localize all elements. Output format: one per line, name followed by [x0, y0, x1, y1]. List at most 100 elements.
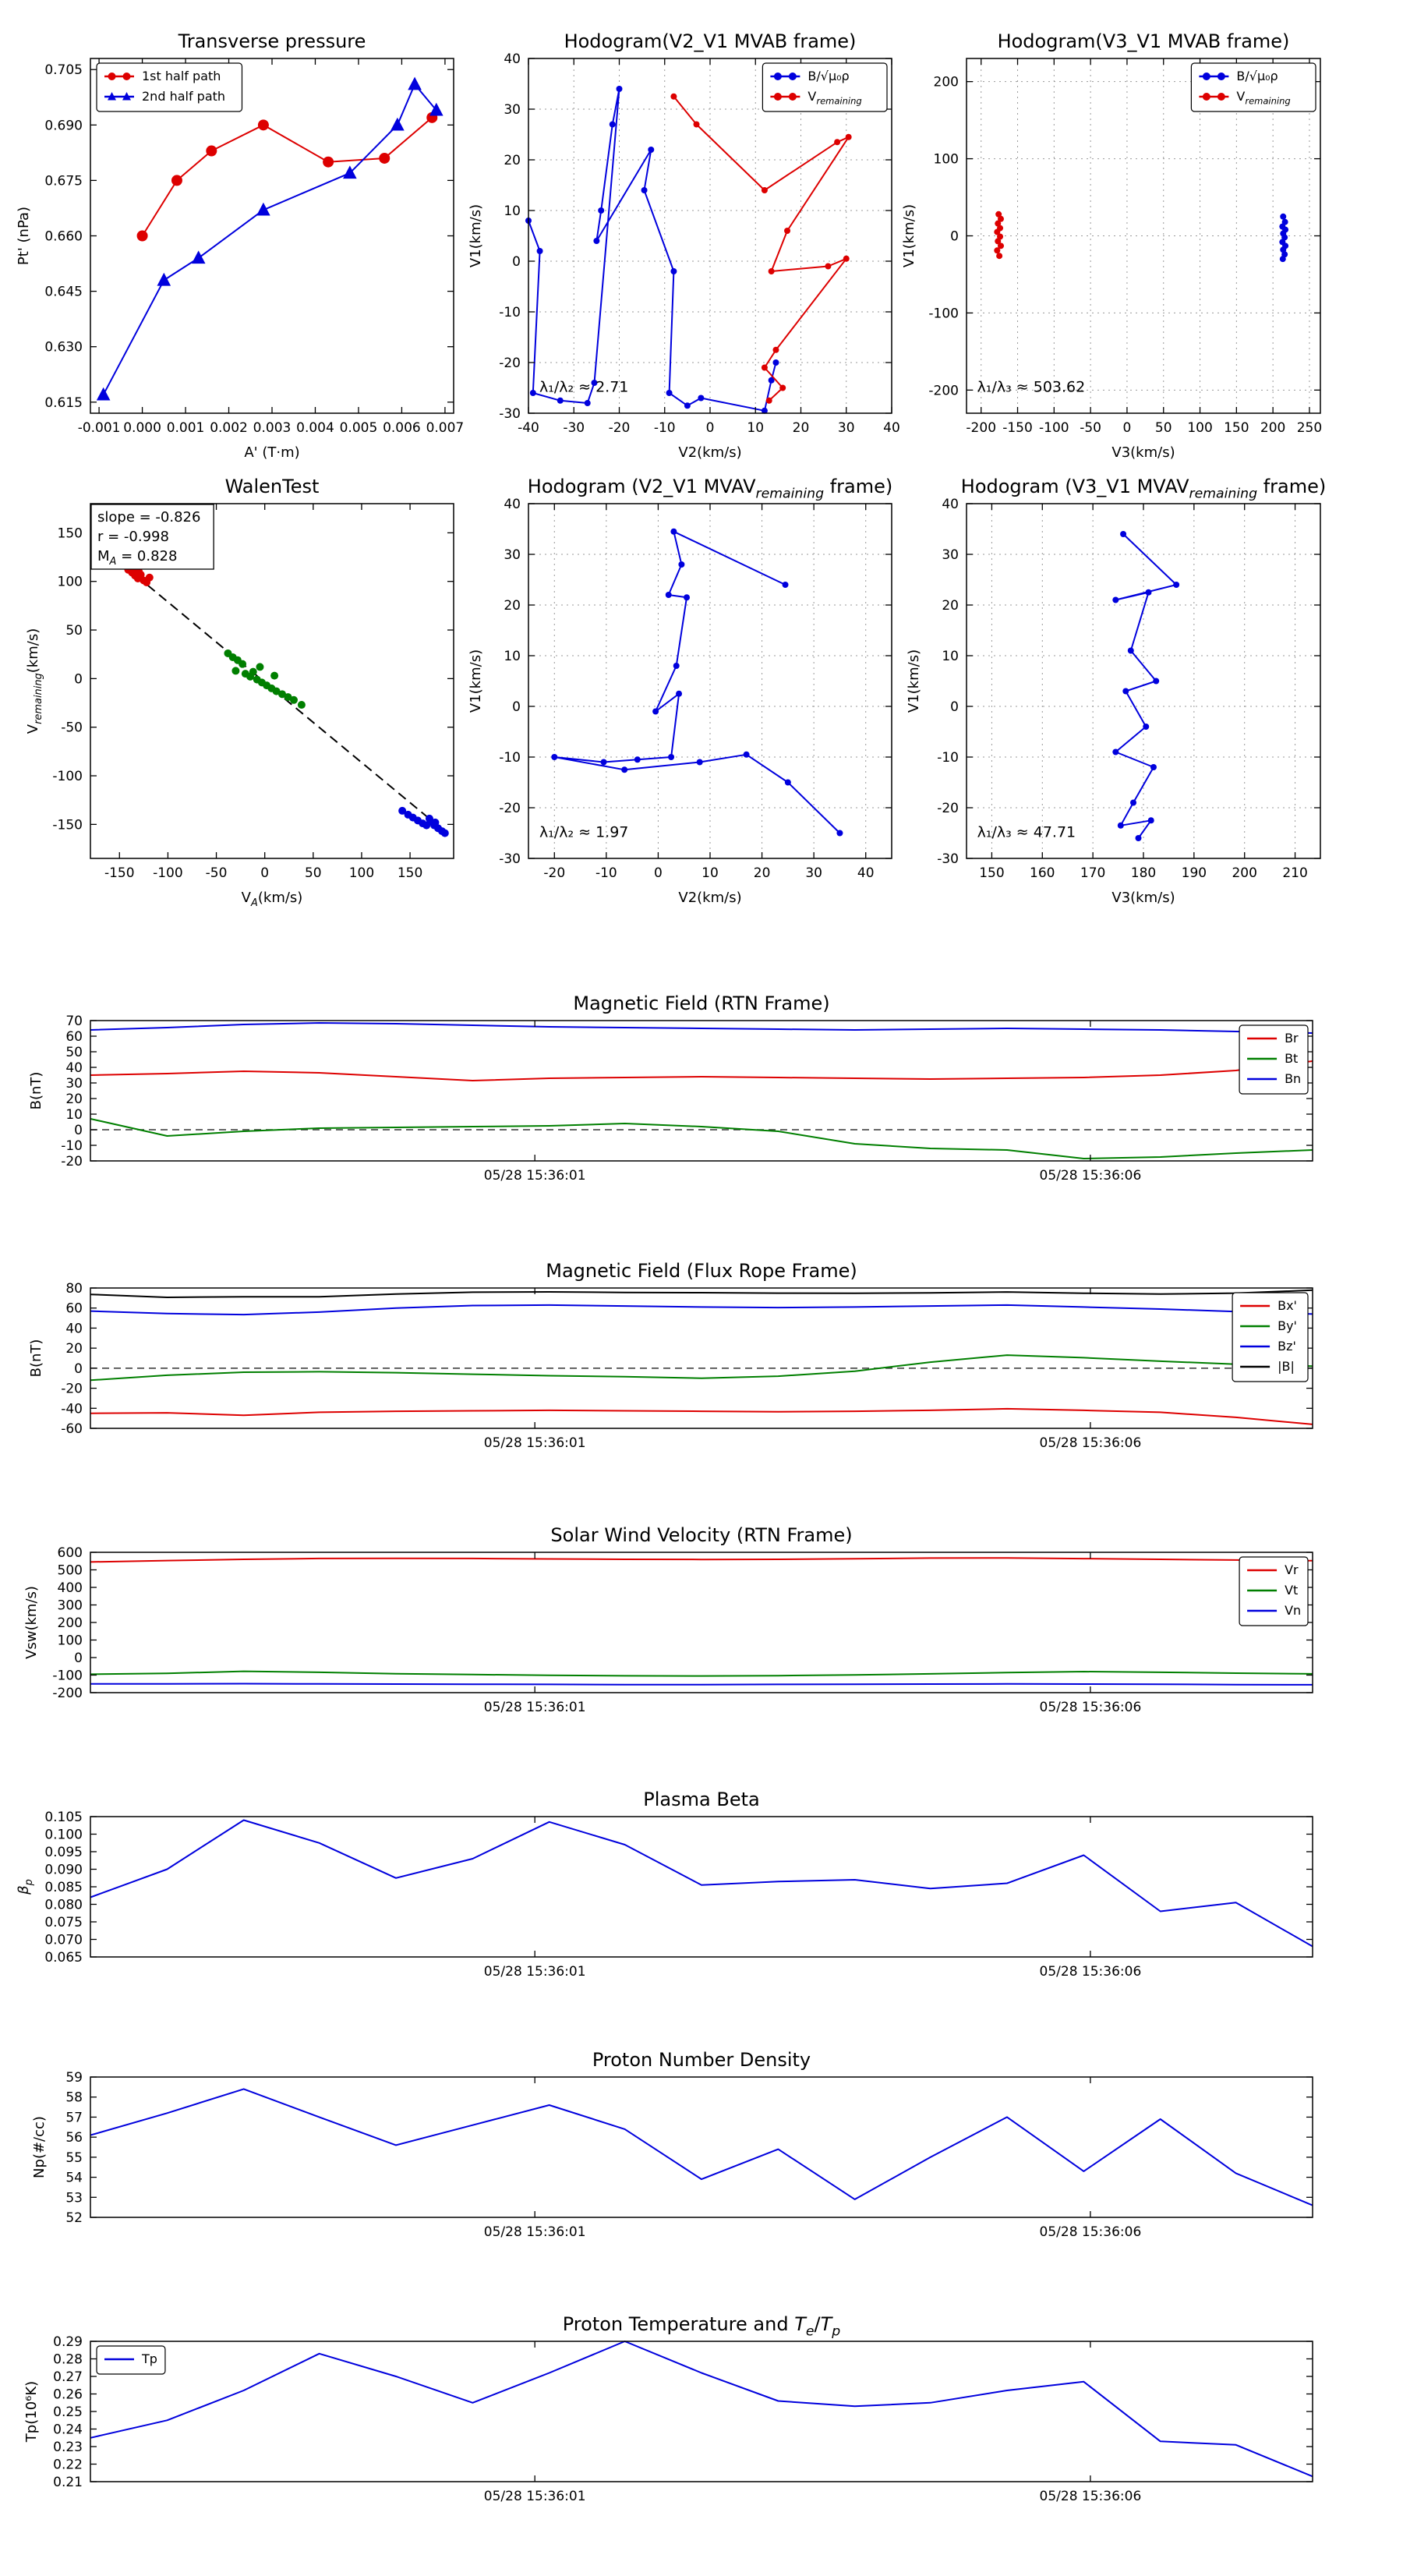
legend-label: Bx'	[1278, 1298, 1297, 1313]
point-marker	[239, 660, 247, 668]
legend-label: Vremaining	[808, 89, 861, 106]
x-tick-label: 160	[1030, 865, 1055, 881]
series-second-half-path	[102, 83, 437, 395]
y-tick-label: 54	[65, 2171, 83, 2186]
point-marker	[843, 255, 850, 262]
x-tick-label: -100	[153, 865, 183, 881]
point-marker	[270, 671, 279, 680]
point-marker	[995, 211, 1002, 218]
y-tick-label: 0.675	[44, 173, 83, 189]
x-tick-label: 05/28 15:36:01	[484, 1964, 586, 1980]
y-tick-label: 10	[504, 649, 521, 664]
point-marker	[440, 829, 449, 837]
point-marker	[1202, 73, 1210, 80]
legend-box	[1232, 1292, 1309, 1382]
point-marker	[289, 695, 298, 704]
stats-line: r = -0.998	[97, 529, 169, 545]
y-tick-label: -40	[61, 1401, 83, 1417]
y-tick-label: 0.075	[44, 1915, 83, 1930]
point-marker	[1112, 748, 1119, 755]
point-marker	[652, 708, 659, 715]
y-tick-label: 0	[74, 1651, 83, 1666]
legend-label: Vt	[1285, 1583, 1298, 1598]
legend-label: Bt	[1285, 1051, 1298, 1066]
point-marker	[398, 806, 407, 815]
y-tick-label: 57	[65, 2110, 83, 2125]
panel-title: Proton Number Density	[592, 2049, 811, 2071]
point-marker	[761, 187, 768, 193]
y-tick-label: 0.26	[53, 2387, 83, 2403]
y-tick-label: 0.25	[53, 2404, 83, 2420]
x-tick-label: -10	[595, 865, 617, 881]
axes-frame	[90, 2076, 1313, 2218]
y-tick-label: 70	[65, 1014, 83, 1029]
panel-hodogram-v2v1-mvab: -40 -30 -20 -10 0 10 20 30 40-30-20-10010203040H…	[468, 30, 900, 461]
panel-title: Solar Wind Velocity (RTN Frame)	[550, 1524, 852, 1546]
x-axis-label: V2(km/s)	[678, 444, 741, 461]
x-tick-label: -50	[1080, 420, 1101, 436]
y-tick-label: -30	[499, 406, 521, 422]
point-marker	[997, 233, 1004, 240]
axes-background	[90, 2341, 1313, 2482]
y-tick-label: 0.705	[44, 62, 83, 78]
legend-label: Vn	[1285, 1603, 1301, 1618]
panel-mag-fluxrope: 05/28 15:36:01 05/28 15:36:06 -60 -40 -20 0 20…	[28, 1260, 1313, 1451]
legend-label: Bn	[1285, 1071, 1301, 1086]
y-tick-label: 0.065	[44, 1950, 83, 1966]
panel-title: Magnetic Field (Flux Rope Frame)	[546, 1260, 857, 1282]
point-marker	[788, 73, 797, 80]
point-marker	[1150, 764, 1157, 770]
stats-line: slope = -0.826	[97, 509, 200, 525]
x-tick-label: 170	[1080, 865, 1105, 881]
x-tick-label: 100	[1187, 420, 1212, 436]
y-tick-label: -100	[928, 306, 959, 321]
series-beta-p	[90, 1819, 1313, 1948]
legend-label: Vr	[1285, 1562, 1299, 1577]
point-marker	[994, 228, 1001, 235]
y-axis-label: Vremaining(km/s)	[25, 628, 44, 734]
point-marker	[1202, 93, 1210, 101]
y-tick-label: 500	[58, 1563, 83, 1579]
triangle-marker	[96, 387, 111, 401]
y-tick-label: 58	[65, 2090, 83, 2106]
y-tick-label: 10	[942, 649, 959, 664]
axes-frame	[90, 1287, 1313, 1429]
y-tick-label: 0	[950, 699, 959, 715]
x-tick-label: 0.003	[253, 420, 292, 436]
legend-label: 2nd half path	[142, 89, 225, 104]
y-tick-label: 30	[504, 547, 521, 563]
point-marker	[765, 397, 772, 404]
y-tick-label: 60	[65, 1301, 83, 1317]
panel-title: Hodogram(V2_V1 MVAB frame)	[564, 30, 857, 52]
point-marker	[1117, 822, 1124, 829]
y-tick-label: 20	[504, 598, 521, 614]
y-tick-label: -20	[937, 801, 959, 816]
x-tick-label: -20	[609, 420, 631, 436]
y-tick-label: 40	[65, 1321, 83, 1336]
point-marker	[743, 751, 750, 758]
legend-label: |B|	[1278, 1359, 1295, 1374]
panel-vsw-rtn: 05/28 15:36:01 05/28 15:36:06 -200 -100 0 100…	[23, 1524, 1313, 1715]
point-marker	[773, 73, 782, 80]
point-marker	[1130, 799, 1137, 806]
x-tick-label: 05/28 15:36:06	[1040, 1435, 1142, 1451]
series-Bn	[90, 1022, 1313, 1034]
point-marker	[684, 594, 691, 601]
y-tick-label: 100	[58, 575, 83, 590]
point-marker	[1173, 582, 1180, 588]
point-marker	[1279, 256, 1286, 263]
series-By-prime	[90, 1354, 1313, 1382]
x-tick-label: 50	[305, 865, 322, 881]
point-marker	[135, 568, 143, 576]
y-tick-label: 200	[934, 75, 959, 90]
panel-hodogram-v3v1-mvab: -200 -150 -100 -50 0 50 100 150 200 250 -200 -100 0 1…	[901, 30, 1322, 461]
point-marker	[670, 93, 677, 100]
series-Bx-prime	[90, 1407, 1313, 1425]
y-tick-label: 0.27	[53, 2369, 83, 2385]
x-tick-label: 05/28 15:36:06	[1040, 1964, 1142, 1980]
x-tick-label: 05/28 15:36:01	[484, 1435, 586, 1451]
y-tick-label: 0	[512, 254, 521, 270]
point-marker	[995, 238, 1002, 245]
point-marker	[696, 759, 703, 766]
y-tick-label: 0.28	[53, 2352, 83, 2368]
